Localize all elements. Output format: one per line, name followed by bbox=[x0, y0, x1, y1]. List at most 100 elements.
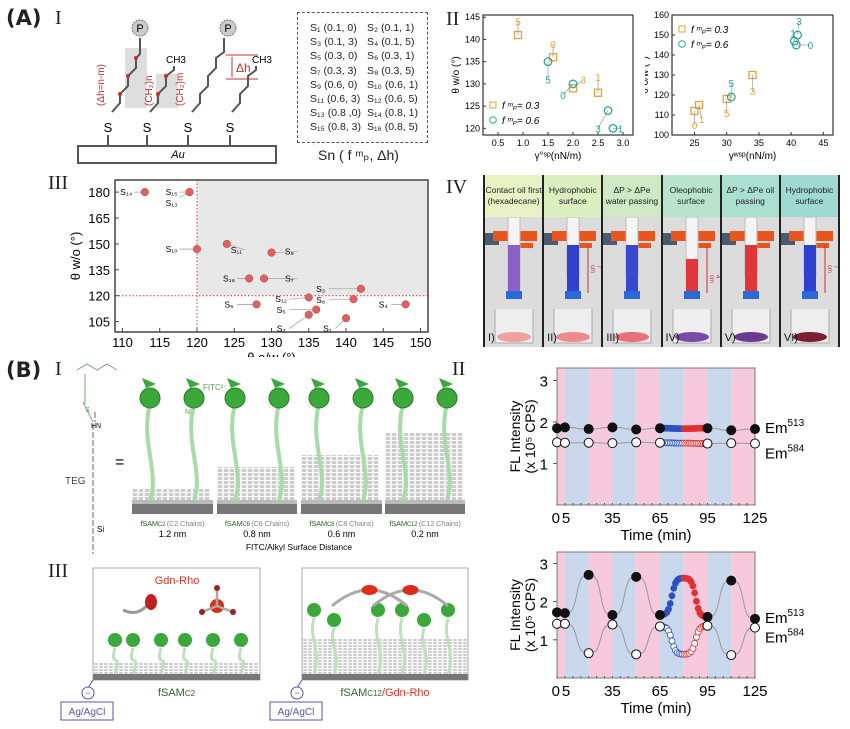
kinetic-point bbox=[668, 637, 676, 645]
photo-step: ΔP > ΔPe water passing III) bbox=[603, 175, 661, 347]
x-axis-label: θ o/w (°) bbox=[247, 350, 296, 357]
fitc-fluorophore bbox=[417, 613, 431, 627]
teg-chain bbox=[112, 647, 120, 675]
delta-h-label: Δh bbox=[236, 61, 251, 75]
fitc-fluorophore bbox=[352, 387, 374, 409]
fitc-tail bbox=[439, 378, 453, 388]
data-point-open bbox=[702, 438, 713, 449]
substrate-surface bbox=[301, 500, 382, 504]
sample-entry: S₁₀ (0.6, 1) bbox=[367, 78, 419, 91]
x-tick-label: 0 bbox=[552, 510, 560, 527]
apparatus-illustration bbox=[544, 217, 597, 344]
x-tick-label: 150 bbox=[410, 335, 432, 350]
data-point-square bbox=[568, 84, 578, 93]
fitc-fluorophore bbox=[327, 613, 341, 627]
teg-chain bbox=[145, 403, 155, 501]
photo-step: Contact oil first (hexadecane) I) bbox=[485, 175, 543, 347]
step-caption: Oleophobic surface bbox=[662, 175, 720, 217]
fitc-fluorophore bbox=[307, 603, 321, 617]
sample-point bbox=[267, 248, 276, 257]
y-tick-label: 125 bbox=[465, 101, 480, 111]
data-point-open bbox=[654, 437, 665, 448]
fitc-label: FITC²⁻ bbox=[203, 383, 228, 392]
chart-fl-intensity-fsam-c2: 0 5 35 65 95 125 1 2 3 Time (min) FL Intensity (x 1… bbox=[507, 367, 805, 544]
legend-marker-square bbox=[678, 25, 686, 33]
time-band-pink bbox=[731, 552, 755, 678]
y-axis-label: θ w/o (°) bbox=[68, 232, 83, 281]
sample-entry: S₅ (0.3, 0) bbox=[310, 50, 358, 63]
hn-label: HN bbox=[91, 423, 101, 430]
data-point-filled bbox=[607, 610, 618, 620]
sample-table-row: S₁ (0.1, 0) S₂ (0.1, 1) bbox=[310, 21, 427, 35]
sample-entry: S₁₂ (0.6, 5) bbox=[367, 93, 418, 106]
terminal-group-p-1: P bbox=[136, 23, 143, 35]
sample-entry: S₁₅ (0.8, 3) bbox=[310, 121, 361, 134]
data-point-open bbox=[702, 620, 713, 631]
fitc-structure bbox=[76, 363, 118, 423]
time-band-pink bbox=[636, 552, 660, 678]
teg-chain bbox=[158, 647, 166, 675]
y-axis-label: FL Intensity bbox=[507, 579, 523, 651]
sample-entry: S₁ (0.1, 0) bbox=[310, 22, 357, 34]
x-tick-label: 110 bbox=[112, 335, 133, 350]
substrate bbox=[302, 674, 468, 680]
sulfur-label: S bbox=[226, 120, 235, 135]
data-point-open bbox=[631, 437, 642, 448]
series-label: Em584 bbox=[765, 628, 805, 647]
y-tick-label: 135 bbox=[465, 57, 480, 67]
sample-entry: S₄ (0.1, 5) bbox=[367, 36, 415, 49]
teg-chain bbox=[311, 617, 319, 675]
fitc-fluorophore bbox=[234, 633, 248, 647]
reference-electrode-label: Ag/AgCl bbox=[69, 707, 106, 718]
y-axis-label-units: (x 10⁵ CPS) bbox=[522, 399, 538, 473]
legend-marker-circle bbox=[489, 116, 497, 124]
guanidinium-group bbox=[199, 609, 205, 615]
legend-marker-circle bbox=[678, 40, 686, 48]
data-point-open bbox=[726, 438, 737, 449]
y-tick-label: 135 bbox=[88, 263, 110, 278]
point-label: 5 bbox=[724, 109, 730, 120]
data-point-filled bbox=[750, 424, 760, 435]
sample-entry: S₇ (0.3, 3) bbox=[310, 64, 357, 77]
x-tick-label: 1.0 bbox=[517, 138, 530, 148]
x-tick-label: 120 bbox=[186, 335, 208, 350]
fitc-tail bbox=[271, 378, 285, 388]
annotation-arrow bbox=[792, 30, 795, 42]
data-point-filled bbox=[726, 425, 737, 436]
fitc-fluorophore bbox=[178, 633, 192, 647]
x-tick-label: 95 bbox=[699, 683, 716, 700]
x-tick-label: 125 bbox=[223, 335, 245, 350]
fitc-tail bbox=[395, 378, 409, 388]
minus-sign: − bbox=[294, 688, 299, 698]
chart-wo-vs-oil-energy: 0.5 1.0 1.5 2.0 2.5 3.0120125130135140145γ°ˢᵖ… bbox=[451, 12, 634, 162]
data-point-open bbox=[607, 619, 618, 630]
y-tick-label: 1 bbox=[540, 456, 548, 473]
kinetic-point bbox=[692, 597, 700, 605]
substrate bbox=[217, 504, 297, 514]
x-tick-label: 65 bbox=[652, 510, 669, 527]
sample-entry: S₂ (0.1, 1) bbox=[367, 22, 415, 34]
surface-distance: 0.2 nm bbox=[411, 529, 439, 539]
x-tick-label: 0.5 bbox=[492, 138, 505, 148]
x-tick-label: 115 bbox=[149, 335, 170, 350]
sample-label: S₁₀ bbox=[166, 244, 179, 254]
data-point-circle bbox=[603, 106, 613, 116]
separation-photo-sequence: Contact oil first (hexadecane) I) Hydroph… bbox=[483, 175, 840, 347]
y-tick-label: 2 bbox=[540, 415, 548, 432]
height-label: 7 cm bbox=[589, 264, 602, 273]
step-number: V) bbox=[724, 332, 736, 344]
teg-chain bbox=[442, 403, 452, 501]
y-tick-label: 160 bbox=[654, 10, 669, 20]
fitc-fluorophore bbox=[206, 633, 220, 647]
data-point-filled bbox=[631, 571, 642, 582]
teg-chain bbox=[399, 617, 407, 675]
x-tick-label: 2.0 bbox=[567, 138, 580, 148]
fitc-tail bbox=[227, 378, 241, 388]
time-band-blue bbox=[659, 368, 684, 505]
fitc-tail bbox=[311, 378, 325, 388]
fsam-label: fSAMC8 (C8 Chains) bbox=[309, 519, 374, 528]
sample-label: S₇ bbox=[285, 273, 294, 283]
data-point-filled bbox=[702, 611, 713, 622]
point-label: 0 bbox=[550, 40, 556, 51]
guanidinium-group bbox=[214, 585, 220, 591]
